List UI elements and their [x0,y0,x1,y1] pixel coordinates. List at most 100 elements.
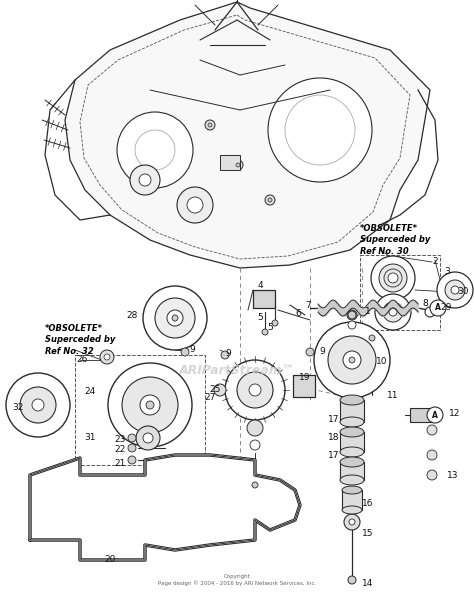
Circle shape [425,307,435,317]
Text: 19: 19 [299,374,311,383]
Circle shape [143,286,207,350]
Bar [253,290,275,308]
Ellipse shape [340,417,364,427]
Circle shape [104,354,110,360]
Circle shape [347,310,357,320]
Polygon shape [30,455,300,560]
Text: 23: 23 [114,436,126,445]
Text: 9: 9 [319,347,325,356]
Circle shape [32,399,44,411]
Circle shape [143,433,153,443]
Text: 14: 14 [362,579,374,588]
Text: 3: 3 [444,268,450,277]
Ellipse shape [342,506,362,514]
Text: Copyright
Page design © 2004 - 2016 by ARI Network Services, Inc.: Copyright Page design © 2004 - 2016 by A… [158,574,316,586]
Circle shape [233,160,243,170]
Circle shape [208,123,212,127]
Circle shape [427,470,437,480]
Circle shape [369,335,375,341]
Circle shape [389,308,397,316]
Circle shape [20,387,56,423]
Circle shape [343,351,361,369]
Polygon shape [65,2,430,268]
Circle shape [268,198,272,202]
Text: 2: 2 [432,257,438,266]
Circle shape [236,163,240,167]
Circle shape [205,120,215,130]
Text: 17: 17 [328,452,340,461]
Circle shape [285,95,355,165]
Bar [220,155,240,170]
Text: 11: 11 [387,392,399,401]
Text: A: A [435,303,441,312]
Circle shape [187,197,203,213]
Text: 17: 17 [328,415,340,424]
Text: 1: 1 [365,308,371,316]
Text: 8: 8 [422,299,428,308]
Circle shape [349,357,355,363]
Ellipse shape [342,486,362,494]
Circle shape [146,401,154,409]
Text: *OBSOLETE*
Superceded by
Ref No. 30: *OBSOLETE* Superceded by Ref No. 30 [360,224,430,256]
Circle shape [250,440,260,450]
Circle shape [427,425,437,435]
Text: 5: 5 [257,313,263,322]
Circle shape [371,256,415,300]
Bar [293,375,315,397]
Circle shape [136,426,160,450]
Circle shape [348,321,356,329]
Circle shape [427,450,437,460]
Text: ARIPartStream™: ARIPartStream™ [179,364,295,377]
Circle shape [268,78,372,182]
Text: 25: 25 [210,386,221,395]
Circle shape [139,174,151,186]
Circle shape [122,377,178,433]
Text: 20: 20 [104,555,116,564]
Circle shape [272,320,278,326]
Bar [340,400,364,422]
Circle shape [6,373,70,437]
Circle shape [135,130,175,170]
Circle shape [117,112,193,188]
Circle shape [379,264,407,292]
Circle shape [348,576,356,584]
Text: *OBSOLETE*
Superceded by
Ref No. 32: *OBSOLETE* Superceded by Ref No. 32 [45,324,115,356]
Text: 24: 24 [84,387,96,396]
Circle shape [265,195,275,205]
Circle shape [349,519,355,525]
Text: 26: 26 [76,355,88,365]
Text: 22: 22 [114,445,126,455]
Bar [340,432,364,452]
Ellipse shape [340,457,364,467]
Bar [410,408,432,422]
Circle shape [430,300,446,316]
Ellipse shape [340,427,364,437]
Circle shape [177,187,213,223]
Text: 28: 28 [126,311,137,319]
Text: 13: 13 [447,470,459,480]
Text: 10: 10 [376,358,388,367]
Bar [75,355,205,465]
Circle shape [140,395,160,415]
Text: 7: 7 [305,300,311,309]
Circle shape [247,420,263,436]
Text: 16: 16 [362,498,374,508]
Ellipse shape [340,475,364,485]
Circle shape [252,482,258,488]
Circle shape [249,384,261,396]
Circle shape [128,434,136,442]
Circle shape [437,272,473,308]
Bar [340,462,364,480]
Text: 32: 32 [12,403,24,412]
Text: 29: 29 [440,303,452,312]
Circle shape [328,336,376,384]
Circle shape [451,286,459,294]
Circle shape [155,298,195,338]
Circle shape [128,444,136,452]
Circle shape [344,514,360,530]
Text: 9: 9 [189,346,195,355]
Circle shape [314,322,390,398]
Text: 30: 30 [457,287,469,296]
Circle shape [100,350,114,364]
Circle shape [445,280,465,300]
